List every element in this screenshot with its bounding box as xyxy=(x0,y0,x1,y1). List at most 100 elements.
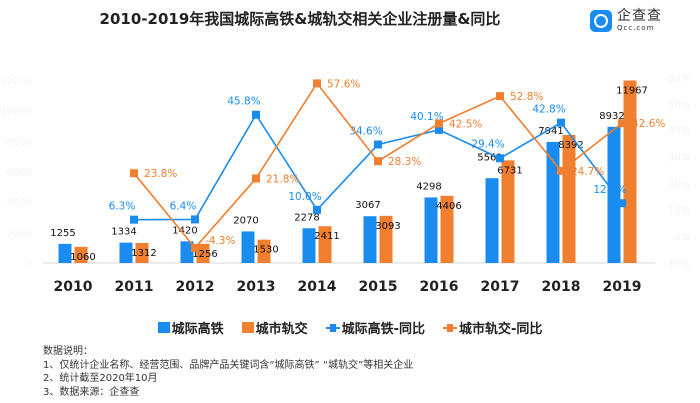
bar-intercity-rail xyxy=(180,241,194,263)
bar-urban-transit xyxy=(501,160,515,263)
legend-item-bar-2: 城市轨交 xyxy=(241,318,308,337)
line-data-label: 21.8% xyxy=(266,174,299,186)
y2-tick-label: 0% xyxy=(674,232,690,243)
line-marker xyxy=(557,118,565,127)
line-data-label: 6.3% xyxy=(109,201,136,213)
line-data-label: 57.6% xyxy=(327,78,360,90)
chart-title: 2010-2019年我国城际高铁&城轨交相关企业注册量&同比 xyxy=(99,10,501,28)
line-data-label: 23.8% xyxy=(144,168,177,180)
y2-tick-label: 20% xyxy=(668,179,690,190)
y-tick-label: 12000 xyxy=(0,76,32,87)
bar-label-urban-transit: 2411 xyxy=(314,231,339,242)
line-data-label: 42.5% xyxy=(449,119,482,131)
y2-tick-label: -10% xyxy=(664,259,690,270)
line-marker xyxy=(435,125,443,134)
legend-swatch xyxy=(443,323,458,332)
x-tick-label: 2010 xyxy=(54,279,93,295)
line-data-label: -4.3% xyxy=(205,235,235,247)
bar-label-intercity-rail: 1420 xyxy=(172,225,197,236)
bar-label-intercity-rail: 8932 xyxy=(599,111,624,122)
bar-intercity-rail xyxy=(119,242,133,263)
legend-label: 城际高铁 xyxy=(171,322,224,337)
line-data-label: 24.7% xyxy=(571,166,604,178)
line-marker xyxy=(130,215,138,224)
legend-label: 城市轨交 xyxy=(255,322,308,337)
bar-urban-transit xyxy=(562,135,576,263)
x-tick-label: 2011 xyxy=(115,279,154,295)
x-tick-label: 2016 xyxy=(420,279,459,295)
qcc-logo-icon xyxy=(590,9,612,32)
legend-item-line-2: 城市轨交-同比 xyxy=(443,318,542,337)
line-marker xyxy=(374,140,382,149)
bar-intercity-rail xyxy=(241,231,255,263)
line-data-label: 28.3% xyxy=(388,156,421,168)
notes-heading: 数据说明： xyxy=(43,346,93,357)
note-line: 1、仅统计企业名称、经营范围、品牌产品关键词含“城际高铁” “城轨交”等相关企业 xyxy=(43,359,414,371)
bar-label-intercity-rail: 1255 xyxy=(50,228,75,239)
legend-item-bar-1: 城际高铁 xyxy=(157,318,224,337)
line-marker xyxy=(313,205,321,214)
bar-urban-transit xyxy=(196,243,210,263)
line-marker xyxy=(496,154,504,163)
line-marker xyxy=(130,169,138,178)
line-marker xyxy=(618,199,626,208)
legend-item-line-1: 城际高铁-同比 xyxy=(325,318,426,337)
bar-label-intercity-rail: 7941 xyxy=(538,126,563,137)
line-marker xyxy=(252,110,260,119)
legend: 城际高铁 城市轨交 城际高铁-同比 城市轨交-同比 xyxy=(0,318,700,337)
line-data-label: 45.8% xyxy=(227,96,260,108)
bar-label-urban-transit: 1530 xyxy=(253,245,278,256)
y-tick-label: 2000 xyxy=(7,229,32,240)
bar-intercity-rail xyxy=(485,178,499,263)
bar-label-urban-transit: 11967 xyxy=(616,86,648,97)
line-data-label: 52.8% xyxy=(510,91,543,103)
x-tick-label: 2019 xyxy=(603,279,642,295)
bar-label-urban-transit: 3093 xyxy=(375,221,400,232)
y-tick-label: 6000 xyxy=(7,168,32,179)
x-tick-label: 2018 xyxy=(542,279,581,295)
bar-intercity-rail xyxy=(424,197,438,263)
bar-label-urban-transit: 6731 xyxy=(497,165,522,176)
y-tick-label: 4000 xyxy=(7,198,32,209)
line-marker xyxy=(435,119,443,128)
qcc-logo: 企查查 Qcc.com xyxy=(590,9,662,32)
logo-name-en: Qcc.com xyxy=(617,24,655,32)
legend-swatch xyxy=(157,322,170,333)
x-tick-label: 2014 xyxy=(298,279,337,295)
bar-urban-transit xyxy=(623,80,637,263)
x-tick-label: 2017 xyxy=(481,279,520,295)
bar-label-urban-transit: 1060 xyxy=(70,252,95,263)
line-marker xyxy=(191,243,199,252)
y-tick-label: 8000 xyxy=(7,137,32,148)
bar-label-urban-transit: 1312 xyxy=(131,248,156,259)
y2-tick-label: 30% xyxy=(668,153,690,164)
chart-plot: 0 2000 4000 6000 8000 10000 12000 -10% 0% 10% 20% 3… xyxy=(0,73,690,295)
bar-intercity-rail xyxy=(58,243,72,263)
line-data-label: 12.5% xyxy=(593,184,626,196)
y2-tick-label: 10% xyxy=(668,206,690,217)
line-data-label: 42.6% xyxy=(632,118,665,130)
bar-label-intercity-rail: 4298 xyxy=(416,181,441,192)
data-notes: 数据说明： 1、仅统计企业名称、经营范围、品牌产品关键词含“城际高铁” “城轨交… xyxy=(43,345,413,399)
bar-intercity-rail xyxy=(302,228,316,263)
y2-tick-label: 40% xyxy=(668,126,690,137)
x-tick-label: 2012 xyxy=(176,279,215,295)
line-data-label: 29.4% xyxy=(471,138,504,150)
bar-label-urban-transit: 1256 xyxy=(192,249,217,260)
note-line: 2、统计截至2020年10月 xyxy=(43,373,158,384)
line-data-label: 10.0% xyxy=(288,191,321,203)
line-data-label: 42.8% xyxy=(532,104,565,116)
legend-label: 城际高铁-同比 xyxy=(341,322,426,337)
bar-urban-transit xyxy=(74,246,88,263)
logo-name-cn: 企查查 xyxy=(617,8,662,24)
bar-label-intercity-rail: 1334 xyxy=(111,227,136,238)
bar-label-intercity-rail: 5561 xyxy=(477,152,502,163)
y-tick-label: 10000 xyxy=(0,107,32,118)
bar-label-intercity-rail: 2278 xyxy=(294,212,319,223)
y-tick-label: 0 xyxy=(26,259,32,270)
bar-urban-transit xyxy=(318,226,332,263)
line-marker xyxy=(496,92,504,101)
y2-tick-label: 50% xyxy=(668,100,690,111)
line-marker xyxy=(374,157,382,166)
y2-tick-label: 60% xyxy=(668,73,690,84)
